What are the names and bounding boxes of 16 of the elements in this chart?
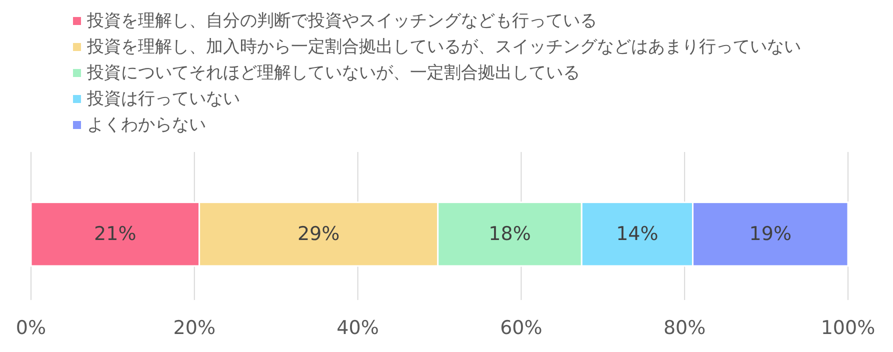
data-label: 21% xyxy=(94,223,136,246)
x-tick-label: 40% xyxy=(336,317,379,339)
legend-label: 投資を理解し、自分の判断で投資やスイッチングなども行っている xyxy=(86,11,597,31)
legend-label: 投資についてそれほど理解していないが、一定割合拠出している xyxy=(86,63,580,83)
x-tick-label: 100% xyxy=(820,317,876,339)
x-tick-label: 60% xyxy=(500,317,542,339)
legend-label: よくわからない xyxy=(87,115,206,135)
data-label: 14% xyxy=(616,223,658,246)
x-tick-label: 80% xyxy=(663,317,706,339)
legend-label: 投資を理解し、加入時から一定割合拠出しているが、スイッチングなどはあまり行っていない xyxy=(86,37,801,57)
data-label: 29% xyxy=(297,223,340,246)
x-tick-label: 0% xyxy=(16,317,46,339)
data-label: 18% xyxy=(488,223,531,246)
legend-label: 投資は行っていない xyxy=(86,89,240,109)
x-tick-label: 20% xyxy=(173,317,216,339)
data-label: 19% xyxy=(749,223,792,246)
